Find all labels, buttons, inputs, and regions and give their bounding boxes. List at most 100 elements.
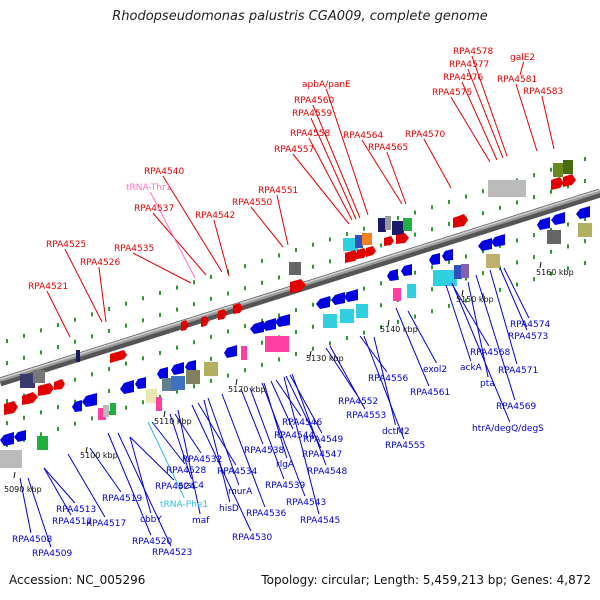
track-dot [465,276,467,281]
gene-label: RPA4538 [244,446,284,456]
gene-arrow [331,292,345,305]
track-dot [74,339,76,344]
leader-line [292,153,350,225]
track-dot [142,400,144,405]
tick-mark [235,378,238,386]
track-dot [6,339,8,344]
leader-line [152,212,207,276]
gene-arrow [224,345,237,358]
gene-arrow [401,264,412,276]
gene-box [392,221,404,235]
track-dot [57,427,59,432]
leader-line [276,194,289,246]
track-dot [91,416,93,421]
gene-arrow [171,362,184,375]
leader-line [19,477,32,534]
track-dot [57,323,59,328]
gene-label: RPA4526 [80,258,120,268]
track-dot [312,242,314,247]
gene-box [323,314,337,328]
gene-arrow [250,321,264,334]
coordinate-ticks: 5090 kbp 5100 kbp 5110 kbp 5120 kbp 5130 kbp… [4,261,574,494]
gene-arrow [218,309,227,320]
gene-label: RPA4528 [166,466,206,476]
track-dot [584,217,586,222]
leader-line [162,175,223,273]
gene-arrow [233,303,243,314]
track-dot [176,389,178,394]
track-dot [278,313,280,318]
tick-label: 5120 kbp [228,385,266,394]
leader-line [132,252,192,284]
leader-line [213,219,230,277]
gene-arrow [316,296,330,309]
gene-label: RPA4540 [144,167,184,177]
leader-line [240,388,264,445]
track-dot [40,432,42,437]
track-dot [40,350,42,355]
gene-box [186,370,200,384]
leader-line [395,307,430,387]
gene-arrow [185,360,196,371]
track-dot [40,328,42,333]
tick-label: 5100 kbp [80,451,118,460]
track-dot [261,362,263,367]
gene-label: RPA4558 [290,129,330,139]
gene-box [343,238,358,251]
gene-label: RPA4545 [300,516,340,526]
gene-label: RPA4539 [265,481,305,491]
leader-line [471,55,508,157]
track-dot [74,317,76,322]
tick-mark [163,410,166,418]
track-dot [23,415,25,420]
leader-line [461,81,498,161]
track-dot [193,280,195,285]
track-dot [6,399,8,404]
tick-mark [387,319,390,327]
track-dot [295,330,297,335]
gene-box [241,346,247,360]
gene-box [578,223,592,237]
leader-line [27,477,52,548]
leader-line [250,206,284,248]
gene-label: RPA4542 [195,211,235,221]
leader-line [475,274,516,401]
gene-label: tRNA-Phe1 [160,500,208,510]
track-dot [244,368,246,373]
gene-box [76,350,80,362]
gene-label: RPA4552 [338,397,378,407]
track-dot [567,244,569,249]
gene-label: RPA4536 [246,509,286,519]
gene-box [146,389,157,403]
leader-line [270,380,294,430]
gene-arrow [396,233,409,244]
gene-arrow [14,430,26,442]
gene-arrow [117,350,127,361]
track-dot [550,227,552,232]
track-dot [108,388,110,393]
gene-arrow [275,314,290,327]
gene-arrow [551,177,564,190]
gene-label: RPA4512 [52,517,92,527]
leader-line [283,376,320,515]
track-dot [244,264,246,269]
track-dot [567,222,569,227]
gene-label: RPA4574 [510,320,550,330]
gene-label: exol2 [423,365,447,375]
gene-label: RPA4535 [114,244,154,254]
gene-label: RPA4517 [86,519,126,529]
gene-label: RPA4524 [155,482,195,492]
gene-label: dctM2 [382,427,410,437]
gene-arrow [537,217,550,230]
gene-label: RPA4573 [508,332,548,342]
track-dot [567,266,569,271]
gene-arrow [54,379,65,390]
gene-arrow [563,174,576,187]
gene-box [547,230,561,244]
track-dot [210,356,212,361]
track-dot [278,253,280,258]
tick-mark [309,350,312,358]
track-dot [278,357,280,362]
gene-label: RPA4532 [182,455,222,465]
track-dot [397,215,399,220]
